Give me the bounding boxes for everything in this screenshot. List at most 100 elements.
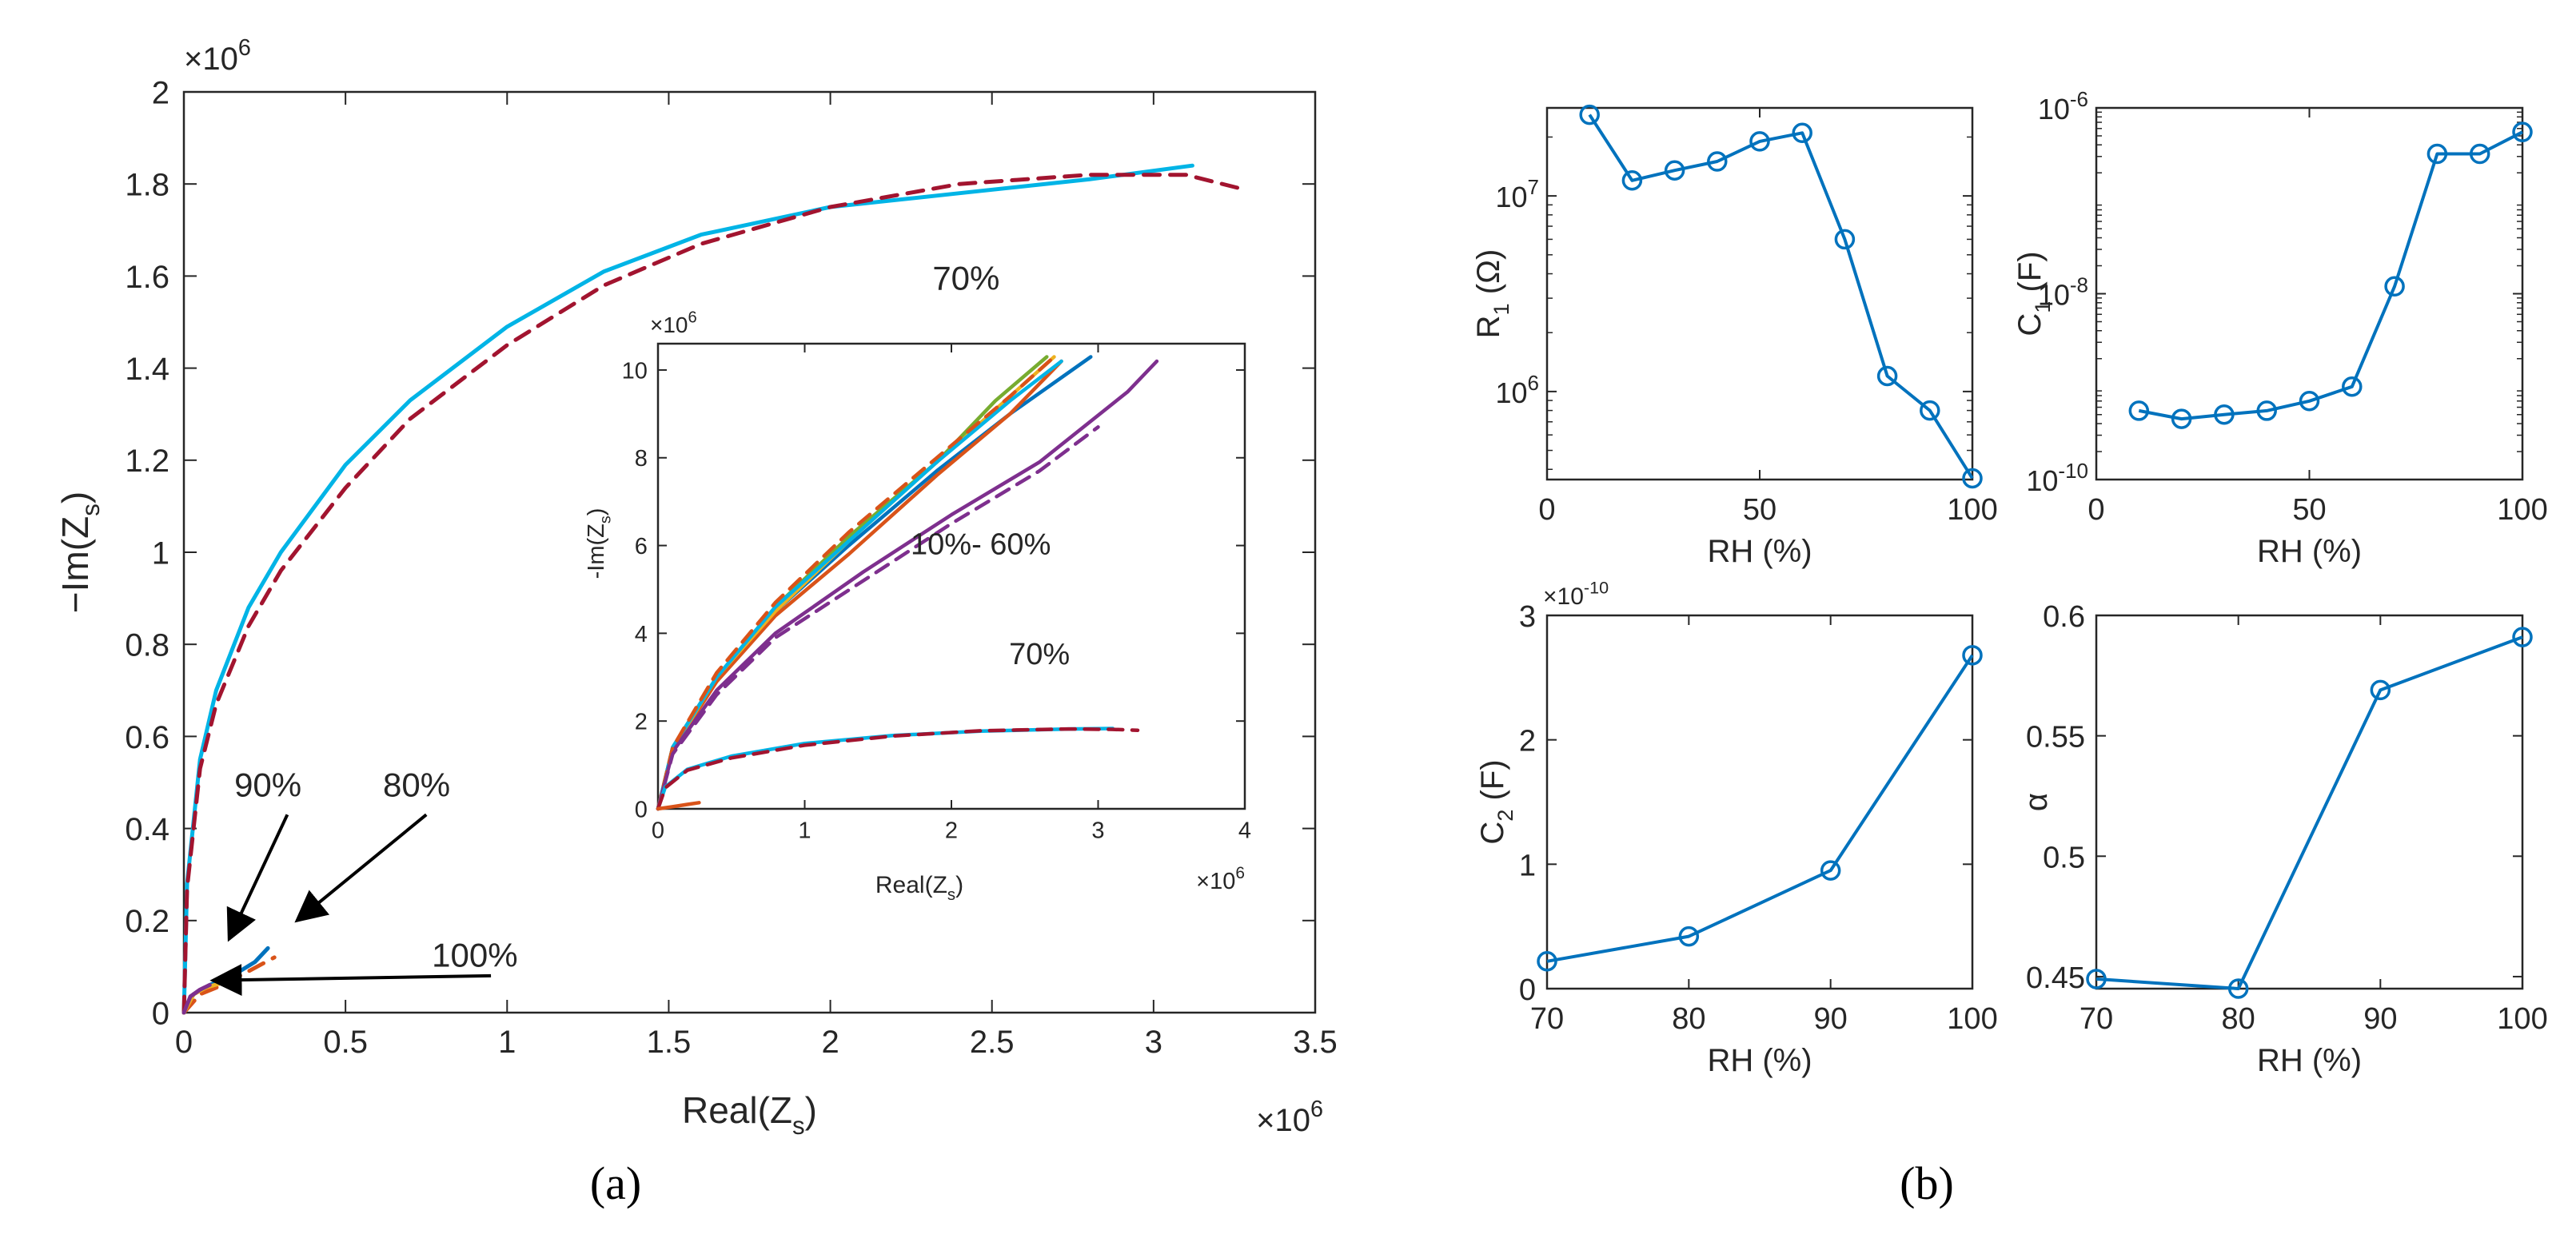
- x-axis-label: RH (%): [2257, 1043, 2362, 1078]
- y-tick-exp: 6: [1528, 371, 1539, 395]
- b1-data-point: [1621, 170, 1643, 191]
- y-tick-label: 1.8: [125, 168, 169, 203]
- y-axis-label-base: C: [1475, 822, 1510, 845]
- y-tick-label: 1.6: [125, 260, 169, 295]
- arrow-0: [226, 814, 289, 942]
- y-tick-label: 107: [1495, 175, 1539, 213]
- b3-series-line: [1546, 654, 1974, 963]
- inset-x-multiplier-base: ×10: [1196, 869, 1235, 894]
- y-axis-label-end: ): [54, 492, 96, 504]
- x-tick-label: 0: [2088, 493, 2104, 527]
- x-tick-label: 100: [1947, 493, 1997, 527]
- y-axis-label-end: (F): [2012, 251, 2048, 301]
- x-tick-label: 0: [652, 818, 664, 843]
- x-tick-label: 80: [2222, 1002, 2255, 1036]
- b1-data-point: [1579, 104, 1600, 125]
- b1-data-point: [1834, 229, 1856, 250]
- inset-x-axis-label: Real(Zs): [875, 872, 963, 904]
- y-tick-label: 0.4: [125, 812, 169, 847]
- y-tick-base: 10: [2038, 279, 2070, 312]
- y-axis-label: −Im(Zs): [54, 492, 105, 613]
- y-tick-label: 0.8: [125, 628, 169, 663]
- b1-data-point: [1920, 400, 1940, 421]
- b1-data-point: [1876, 365, 1898, 387]
- b4-data-point: [2512, 627, 2533, 647]
- x-tick-label: 1.5: [647, 1025, 692, 1060]
- inset-x-axis-label-base: Real(Z: [875, 872, 947, 898]
- b4-series-line: [2095, 635, 2523, 990]
- inset-series-line-10: [656, 801, 701, 811]
- series-line-3: [181, 955, 277, 1015]
- y-tick-label: 4: [635, 622, 648, 647]
- arrow-1: [294, 813, 428, 923]
- y-axis-label-end: (Ω): [1471, 249, 1506, 304]
- y-axis-label-base: α: [2019, 793, 2054, 811]
- inset-y-axis-label: -Im(Zs): [584, 508, 615, 579]
- y-tick-label: 10-8: [2038, 273, 2088, 312]
- series-line-1: [181, 173, 1243, 1015]
- annotation-2: 80%: [383, 766, 450, 803]
- y-tick-base: 10: [1495, 181, 1527, 213]
- x-tick-label: 100: [2497, 493, 2547, 527]
- y-axis-label-sub: 1: [2030, 301, 2055, 313]
- x-axis-label: RH (%): [1707, 1043, 1812, 1078]
- x-tick-label: 2: [821, 1025, 839, 1060]
- y-tick-label: 2: [635, 710, 648, 735]
- y-tick-exp: -10: [2058, 459, 2088, 483]
- y-tick-base: 10: [2026, 464, 2058, 497]
- x-axis-label-sub: s: [792, 1112, 805, 1140]
- inset-y-multiplier: ×106: [650, 309, 697, 337]
- b2-data-point: [2426, 143, 2448, 165]
- panel-a-label: (a): [590, 1157, 641, 1209]
- b3-data-point: [1537, 951, 1557, 972]
- inset-annotation-1: 70%: [1009, 638, 1070, 671]
- inset-y-axis-label-end: ): [584, 508, 609, 516]
- b4-frame: [2095, 614, 2524, 990]
- inset-y-axis-label-base: -Im(Z: [584, 523, 609, 579]
- series-line-0: [181, 163, 1194, 1015]
- x-tick-label: 2.5: [970, 1025, 1015, 1060]
- y-multiplier-base: ×10: [184, 42, 238, 77]
- y-tick-label: 0.45: [2026, 961, 2085, 995]
- y-tick-label: 10: [622, 358, 648, 384]
- inset-x-multiplier: ×106: [1196, 864, 1245, 894]
- y-tick-exp: -6: [2070, 87, 2088, 111]
- b2-data-point: [2299, 391, 2320, 412]
- y-multiplier: ×10-10: [1543, 578, 1609, 611]
- x-tick-label: 100: [2497, 1002, 2547, 1036]
- b2-data-point: [2171, 408, 2192, 429]
- inset-x-multiplier-exp: 6: [1235, 864, 1245, 882]
- x-tick-label: 80: [1672, 1002, 1705, 1036]
- panel-captions: (a) (b): [590, 1157, 1954, 1209]
- b2-data-point: [2342, 376, 2363, 397]
- x-tick-label: 4: [1238, 818, 1251, 843]
- y-axis-label-sub: s: [77, 504, 105, 516]
- b2-data-point: [2128, 400, 2150, 421]
- a-inset-frame: [656, 342, 1246, 810]
- x-axis-label: Real(Zs): [682, 1089, 817, 1140]
- panel-b-label: (b): [1900, 1157, 1954, 1209]
- inset-x-axis-label-end: ): [955, 872, 963, 898]
- y-tick-label: 2: [152, 75, 169, 110]
- y-tick-label: 0: [1519, 973, 1536, 1007]
- annotation-1: 90%: [234, 766, 301, 803]
- x-axis-label-end: ): [805, 1089, 817, 1131]
- x-multiplier-base: ×10: [1256, 1103, 1310, 1138]
- y-multiplier: ×106: [184, 35, 251, 77]
- y-multiplier-exp: -10: [1584, 578, 1609, 598]
- inset-series-line-9: [656, 727, 1140, 811]
- y-tick-label: 0.2: [125, 904, 169, 939]
- b1-data-point: [1792, 122, 1812, 144]
- y-tick-label: 1.4: [125, 352, 169, 387]
- b2-data-point: [2384, 276, 2405, 297]
- x-axis-label: RH (%): [1707, 534, 1812, 569]
- arrow-2: [209, 964, 492, 997]
- x-axis-label: RH (%): [2257, 534, 2362, 569]
- y-tick-base: 10: [2038, 93, 2070, 125]
- b3-frame: [1545, 614, 1974, 990]
- y-tick-label: 0.55: [2026, 721, 2085, 754]
- x-tick-label: 1: [498, 1025, 516, 1060]
- b2-data-point: [2512, 121, 2533, 142]
- series-line-5: [181, 982, 212, 1015]
